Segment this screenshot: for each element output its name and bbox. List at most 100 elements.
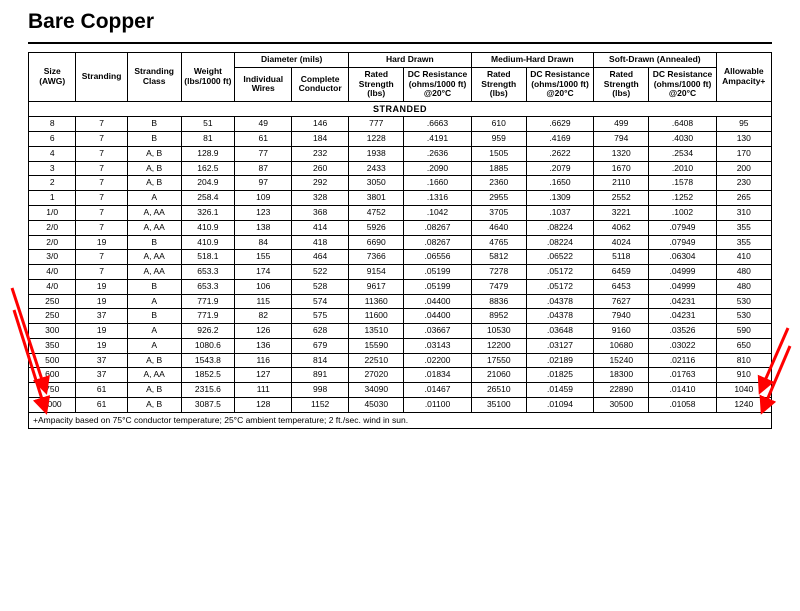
cell-class: A, B: [127, 146, 181, 161]
cell-wt: 258.4: [181, 191, 235, 206]
cell-size: 2/0: [29, 235, 76, 250]
cell-sd_s: 3221: [594, 206, 649, 221]
cell-cc: 418: [292, 235, 349, 250]
cell-iw: 123: [235, 206, 292, 221]
cell-mh_r: .05172: [526, 279, 593, 294]
cell-strand: 37: [76, 368, 127, 383]
cell-amp: 265: [716, 191, 771, 206]
cell-hd_r: .2636: [404, 146, 471, 161]
col-soft-drawn: Soft-Drawn (Annealed): [594, 53, 717, 68]
cell-hd_r: .1660: [404, 176, 471, 191]
col-stranding-class: Stranding Class: [127, 53, 181, 102]
col-size: Size (AWG): [29, 53, 76, 102]
col-diameter: Diameter (mils): [235, 53, 349, 68]
cell-mh_s: 2360: [471, 176, 526, 191]
cell-strand: 7: [76, 206, 127, 221]
cell-hd_r: .05199: [404, 279, 471, 294]
cell-mh_r: .01825: [526, 368, 593, 383]
cell-iw: 138: [235, 220, 292, 235]
cell-size: 8: [29, 117, 76, 132]
cell-size: 4/0: [29, 279, 76, 294]
cell-size: 1: [29, 191, 76, 206]
cell-iw: 155: [235, 250, 292, 265]
cell-hd_r: .2090: [404, 161, 471, 176]
table-row: 67B81611841228.4191959.4169794.4030130: [29, 132, 772, 147]
cell-mh_s: 4765: [471, 235, 526, 250]
cell-hd_r: .08267: [404, 235, 471, 250]
cell-mh_s: 2955: [471, 191, 526, 206]
cell-mh_r: .2079: [526, 161, 593, 176]
cell-iw: 127: [235, 368, 292, 383]
cell-iw: 128: [235, 397, 292, 412]
cell-mh_r: .02189: [526, 353, 593, 368]
cell-iw: 77: [235, 146, 292, 161]
cell-sd_r: .2010: [649, 161, 716, 176]
cell-mh_r: .01094: [526, 397, 593, 412]
cell-cc: 414: [292, 220, 349, 235]
cell-hd_r: .1316: [404, 191, 471, 206]
cell-mh_s: 17550: [471, 353, 526, 368]
cell-hd_r: .1042: [404, 206, 471, 221]
cell-sd_s: 4024: [594, 235, 649, 250]
cell-hd_s: 2433: [349, 161, 404, 176]
cell-cc: 292: [292, 176, 349, 191]
cell-sd_r: .1578: [649, 176, 716, 191]
cell-hd_r: .08267: [404, 220, 471, 235]
cell-strand: 7: [76, 265, 127, 280]
cell-sd_r: .04999: [649, 265, 716, 280]
cell-sd_r: .07949: [649, 220, 716, 235]
cell-amp: 230: [716, 176, 771, 191]
cell-size: 500: [29, 353, 76, 368]
cell-hd_r: .04400: [404, 309, 471, 324]
cell-sd_s: 1670: [594, 161, 649, 176]
cell-iw: 111: [235, 383, 292, 398]
cell-sd_s: 30500: [594, 397, 649, 412]
cell-cc: 679: [292, 338, 349, 353]
cell-strand: 19: [76, 294, 127, 309]
cell-hd_s: 13510: [349, 324, 404, 339]
cell-class: A, B: [127, 397, 181, 412]
cell-iw: 49: [235, 117, 292, 132]
cell-class: B: [127, 309, 181, 324]
cell-strand: 61: [76, 397, 127, 412]
cell-mh_r: .03127: [526, 338, 593, 353]
cell-size: 4: [29, 146, 76, 161]
cell-iw: 61: [235, 132, 292, 147]
cell-class: B: [127, 117, 181, 132]
cell-amp: 200: [716, 161, 771, 176]
cell-sd_r: .03022: [649, 338, 716, 353]
cell-mh_r: .03648: [526, 324, 593, 339]
cell-strand: 19: [76, 324, 127, 339]
cell-wt: 410.9: [181, 220, 235, 235]
cell-sd_r: .01058: [649, 397, 716, 412]
col-medium-hard: Medium-Hard Drawn: [471, 53, 594, 68]
cell-class: A, AA: [127, 265, 181, 280]
cell-hd_s: 1938: [349, 146, 404, 161]
cell-strand: 19: [76, 338, 127, 353]
cell-iw: 97: [235, 176, 292, 191]
cell-cc: 628: [292, 324, 349, 339]
cell-sd_s: 18300: [594, 368, 649, 383]
cell-sd_s: 22890: [594, 383, 649, 398]
cell-sd_r: .04231: [649, 309, 716, 324]
table-row: 3/07A, AA518.11554647366.065565812.06522…: [29, 250, 772, 265]
table-row: 4/07A, AA653.31745229154.051997278.05172…: [29, 265, 772, 280]
cell-mh_r: .04378: [526, 294, 593, 309]
cell-wt: 204.9: [181, 176, 235, 191]
cell-mh_s: 3705: [471, 206, 526, 221]
cell-sd_s: 15240: [594, 353, 649, 368]
cell-amp: 910: [716, 368, 771, 383]
cell-cc: 368: [292, 206, 349, 221]
cell-mh_r: .05172: [526, 265, 593, 280]
cell-hd_s: 7366: [349, 250, 404, 265]
col-hard-drawn: Hard Drawn: [349, 53, 472, 68]
cell-hd_s: 777: [349, 117, 404, 132]
cell-sd_r: .04999: [649, 279, 716, 294]
cell-strand: 7: [76, 117, 127, 132]
cell-cc: 1152: [292, 397, 349, 412]
cell-mh_s: 26510: [471, 383, 526, 398]
cell-cc: 522: [292, 265, 349, 280]
cell-wt: 2315.6: [181, 383, 235, 398]
table-row: 75061A, B2315.611199834090.0146726510.01…: [29, 383, 772, 398]
cell-mh_s: 12200: [471, 338, 526, 353]
